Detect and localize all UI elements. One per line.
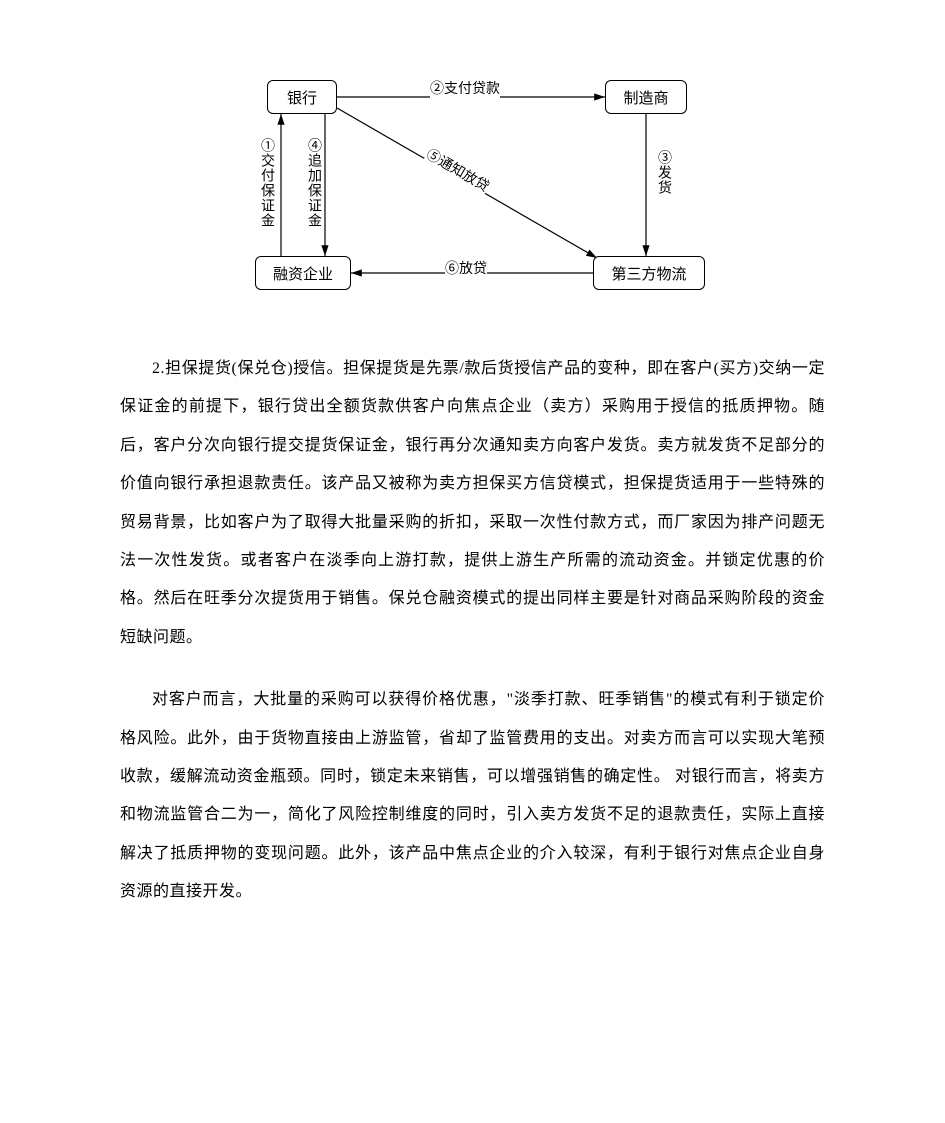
document-body: 2.担保提货(保兑仓)授信。担保提货是先票/款后货授信产品的变种，即在客户(买方… <box>120 350 825 935</box>
node-label: 融资企业 <box>273 263 333 284</box>
node-label: 第三方物流 <box>611 263 686 284</box>
node-finance-co: 融资企业 <box>255 256 351 290</box>
edge-label-4: ④追加保证金 <box>303 138 323 228</box>
paragraph-2: 对客户而言，大批量的采购可以获得价格优惠，"淡季打款、旺季销售"的模式有利于锁定… <box>120 681 825 911</box>
paragraph-1: 2.担保提货(保兑仓)授信。担保提货是先票/款后货授信产品的变种，即在客户(买方… <box>120 350 825 657</box>
node-manufacturer: 制造商 <box>605 80 687 114</box>
edge-label-3: ③发货 <box>653 150 673 195</box>
edge-label-2: ②支付贷款 <box>430 78 500 98</box>
node-bank: 银行 <box>267 80 337 114</box>
flowchart-diagram: 银行 制造商 融资企业 第三方物流 ①交付保证金 ②支付贷款 ③发货 ④追加保证… <box>245 80 715 300</box>
node-logistics: 第三方物流 <box>593 256 705 290</box>
edge-label-1: ①交付保证金 <box>256 138 276 228</box>
node-label: 银行 <box>287 87 317 108</box>
edge-label-6: ⑥放贷 <box>445 258 487 278</box>
node-label: 制造商 <box>623 87 668 108</box>
